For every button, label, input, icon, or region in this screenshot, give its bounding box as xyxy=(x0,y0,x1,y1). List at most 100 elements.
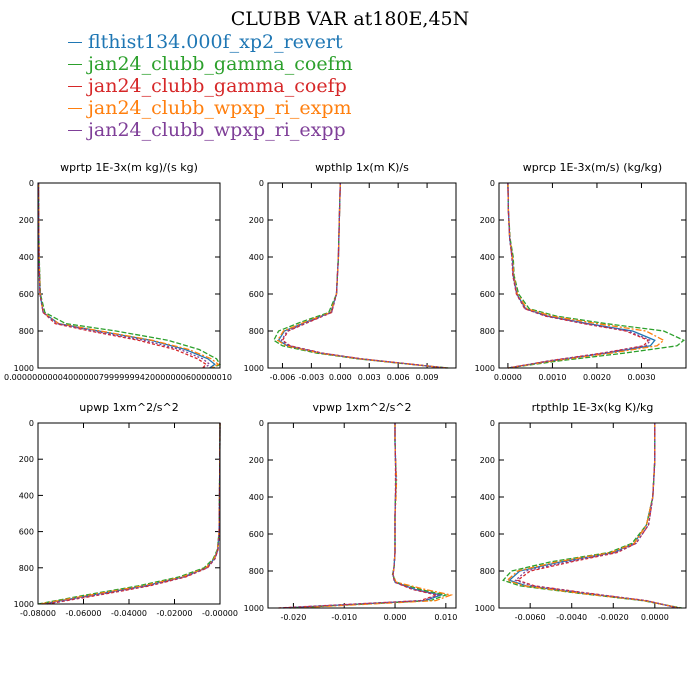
panel-6: rtpthlp 1E-3x(kg K)/kg 0 200 400 600 800 1000 -… xyxy=(475,401,687,622)
y-tick-label: 200 xyxy=(249,216,264,225)
legend-swatch xyxy=(68,107,82,109)
series-line xyxy=(293,423,454,609)
x-tick-label: -0.02000 xyxy=(157,609,193,618)
x-tick-label: -0.020 xyxy=(281,613,307,622)
panel-4: upwp 1xm^2/s^2 0 200 400 600 800 1000-0.08000 -… xyxy=(14,401,238,618)
series-line xyxy=(37,182,208,369)
x-tick-label: -0.0040 xyxy=(556,613,587,622)
series-line xyxy=(277,182,447,369)
y-tick-label: 1000 xyxy=(475,604,495,613)
y-tick-label: 600 xyxy=(480,530,495,539)
series-line xyxy=(514,423,678,609)
x-tick-label: 0.0000 xyxy=(494,373,522,382)
y-tick-label: 600 xyxy=(19,528,34,537)
series-line xyxy=(281,182,446,369)
x-tick-label: 0.009 xyxy=(416,373,439,382)
panel-1: wprtp 1E-3x(m kg)/(s kg) 0 200 400 600 800 100… xyxy=(4,161,232,382)
y-tick-label: 400 xyxy=(249,493,264,502)
panel-title: rtpthlp 1E-3x(kg K)/kg xyxy=(532,401,654,414)
plot-frame xyxy=(498,182,687,369)
y-tick-label: 1000 xyxy=(475,364,495,373)
x-tick-label: -0.003 xyxy=(298,373,324,382)
x-tick-label: 0.010 xyxy=(434,613,457,622)
series-line xyxy=(37,182,221,369)
y-tick-label: 0 xyxy=(490,419,495,428)
series-line xyxy=(40,422,221,605)
plot-frame xyxy=(267,182,457,369)
series-line xyxy=(280,423,441,609)
y-tick-label: 400 xyxy=(19,253,34,262)
y-tick-label: 0 xyxy=(259,419,264,428)
legend-label: jan24_clubb_gamma_coefp xyxy=(88,75,347,97)
figure-title: CLUBB VAR at180E,45N xyxy=(230,8,470,30)
y-tick-label: 600 xyxy=(249,290,264,299)
y-tick-label: 200 xyxy=(19,216,34,225)
y-tick-label: 1000 xyxy=(244,364,264,373)
y-tick-label: 800 xyxy=(19,564,34,573)
y-tick-label: 1000 xyxy=(244,604,264,613)
x-tick-label: 0.0020 xyxy=(583,373,611,382)
legend-swatch xyxy=(68,41,82,43)
panel-title: wprtp 1E-3x(m kg)/(s kg) xyxy=(60,161,198,174)
legend-swatch xyxy=(68,129,82,131)
series-line xyxy=(37,182,220,369)
x-tick-label: -0.06000 xyxy=(66,609,102,618)
legend-item: jan24_clubb_gamma_coefm xyxy=(68,53,353,75)
series-line xyxy=(272,182,449,369)
x-tick-label: 0.0010 xyxy=(538,373,566,382)
series-line xyxy=(506,423,680,609)
legend-item: jan24_clubb_wpxp_ri_expm xyxy=(68,97,353,119)
y-tick-label: 800 xyxy=(249,567,264,576)
legend-label: jan24_clubb_gamma_coefm xyxy=(88,53,353,75)
y-tick-label: 1000 xyxy=(14,364,34,373)
y-tick-label: 400 xyxy=(19,491,34,500)
y-tick-label: 1000 xyxy=(14,600,34,609)
series-line xyxy=(37,182,216,369)
x-tick-label: 0.003 xyxy=(358,373,381,382)
series-line xyxy=(507,182,656,369)
x-tick-label: -0.08000 xyxy=(20,609,56,618)
panel-title: upwp 1xm^2/s^2 xyxy=(79,401,179,414)
y-tick-label: 800 xyxy=(480,327,495,336)
series-line xyxy=(46,422,221,605)
y-tick-label: 400 xyxy=(480,253,495,262)
x-tick-label: -0.010 xyxy=(331,613,357,622)
series-line xyxy=(42,422,221,605)
y-tick-label: 200 xyxy=(249,456,264,465)
series-line xyxy=(516,423,678,609)
plot-frame xyxy=(37,182,221,369)
legend-label: jan24_clubb_wpxp_ri_expp xyxy=(88,119,346,141)
x-tick-label: 0.00000000004000000799999994200000006000… xyxy=(4,373,232,382)
series-line xyxy=(278,423,440,609)
y-tick-label: 200 xyxy=(19,455,34,464)
y-tick-label: 0 xyxy=(490,179,495,188)
series-line xyxy=(37,422,221,605)
x-tick-label: -0.0020 xyxy=(598,613,629,622)
x-tick-label: 0.000 xyxy=(329,373,352,382)
y-tick-label: 400 xyxy=(480,493,495,502)
series-line xyxy=(507,182,652,369)
panel-title: wprcp 1E-3x(m/s) (kg/kg) xyxy=(523,161,662,174)
panel-2: wpthlp 1x(m K)/s 0 200 400 600 800 1000 -0.006-… xyxy=(244,161,457,382)
y-tick-label: 200 xyxy=(480,216,495,225)
y-tick-label: 600 xyxy=(480,290,495,299)
series-line xyxy=(37,182,211,369)
x-tick-label: -0.04000 xyxy=(111,609,147,618)
y-tick-label: 600 xyxy=(249,530,264,539)
y-tick-label: 800 xyxy=(19,327,34,336)
series-line xyxy=(507,182,665,369)
y-tick-label: 0 xyxy=(29,419,34,428)
panel-title: vpwp 1xm^2/s^2 xyxy=(312,401,411,414)
legend: flthist134.000f_xp2_revert jan24_clubb_g… xyxy=(68,31,353,141)
panel-5: vpwp 1xm^2/s^2 0 200 400 600 800 1000 -0.020 -0.… xyxy=(244,401,458,622)
series-line xyxy=(283,423,444,609)
legend-item: flthist134.000f_xp2_revert xyxy=(68,31,353,53)
legend-swatch xyxy=(68,85,82,87)
legend-item: jan24_clubb_gamma_coefp xyxy=(68,75,353,97)
y-tick-label: 600 xyxy=(19,290,34,299)
series-line xyxy=(507,182,686,369)
y-tick-label: 800 xyxy=(480,567,495,576)
panel-title: wpthlp 1x(m K)/s xyxy=(315,161,409,174)
plot-frame xyxy=(498,422,687,609)
